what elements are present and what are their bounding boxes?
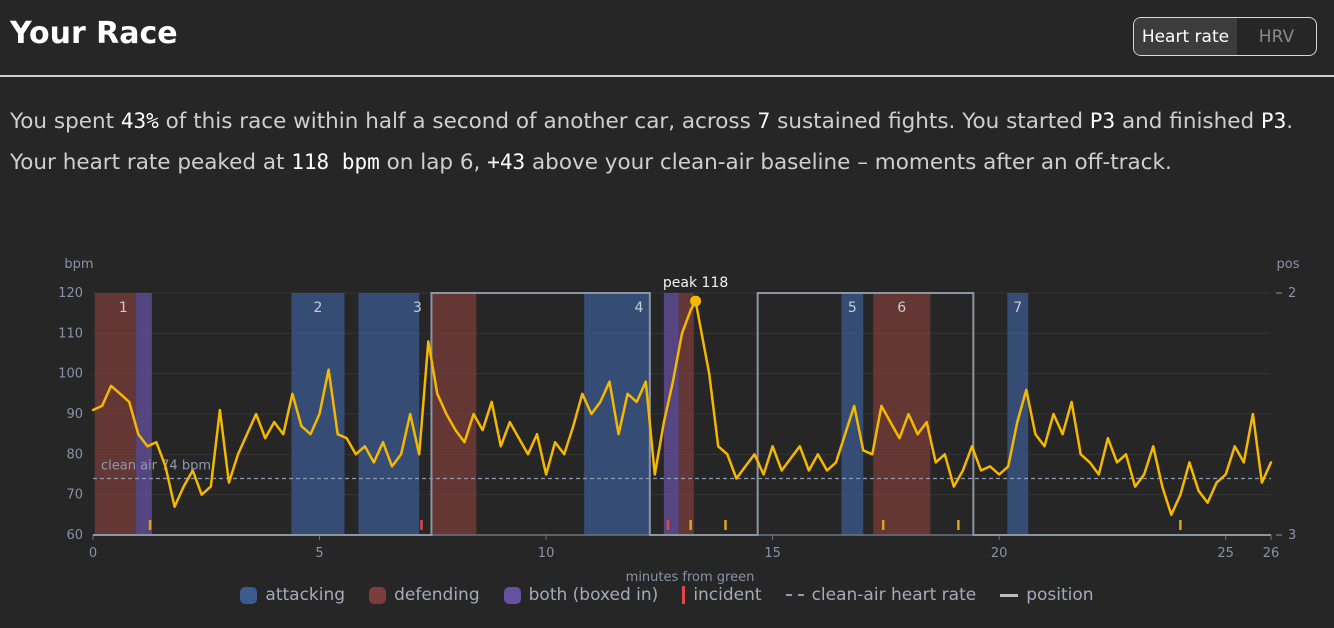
peak-marker <box>690 295 702 307</box>
x-tick-label: 26 <box>1263 546 1280 561</box>
y-tick-label: 60 <box>66 528 83 543</box>
legend-label: defending <box>394 585 480 605</box>
y-tick-label: 100 <box>58 367 83 382</box>
summary-text: You spent <box>10 109 121 134</box>
y-tick-label: 120 <box>58 286 83 301</box>
y2-axis-label: pos <box>1277 257 1300 272</box>
divider <box>0 75 1334 77</box>
fight-band <box>678 293 694 535</box>
incident-marker <box>957 520 960 530</box>
incident-marker <box>420 520 423 530</box>
fight-band <box>873 293 931 535</box>
legend-label: incident <box>693 585 762 605</box>
legend-label: position <box>1026 585 1094 605</box>
fight-band <box>136 293 152 535</box>
legend-item: both (boxed in) <box>503 585 659 605</box>
incident-marker <box>881 520 885 530</box>
toggle-option[interactable]: Heart rate <box>1134 18 1237 55</box>
fight-label: 1 <box>119 300 128 316</box>
legend-label: clean-air heart rate <box>811 585 977 605</box>
fight-band <box>1007 293 1029 535</box>
y-tick-label: 90 <box>66 407 83 422</box>
legend-swatch <box>240 586 258 604</box>
y2-tick-label: 2 <box>1288 286 1296 301</box>
summary-stat: 118 bpm <box>291 150 380 174</box>
fight-label: 4 <box>634 300 643 316</box>
fight-label: 2 <box>313 300 322 316</box>
toggle-option[interactable]: HRV <box>1258 26 1295 47</box>
incident-marker <box>1179 520 1182 530</box>
fight-label: 6 <box>897 300 906 316</box>
baseline-label: clean air 74 bpm <box>101 459 211 474</box>
y-tick-label: 110 <box>58 326 83 341</box>
peak-label: peak 118 <box>663 275 728 291</box>
legend-swatch <box>1000 593 1019 597</box>
x-tick-label: 25 <box>1217 546 1234 561</box>
fight-band <box>94 293 137 535</box>
summary-stat: P3 <box>1089 109 1116 133</box>
y-tick-label: 70 <box>66 488 83 503</box>
legend-label: both (boxed in) <box>528 585 659 605</box>
legend-swatch <box>682 586 686 604</box>
fight-label: 7 <box>1013 300 1022 316</box>
fight-band <box>584 293 650 535</box>
x-tick-label: 10 <box>538 546 555 561</box>
incident-marker <box>689 520 692 530</box>
summary-stat: P3 <box>1260 109 1287 133</box>
summary-text: sustained fights. You started <box>770 109 1090 134</box>
summary-text: on lap 6, <box>379 150 488 175</box>
legend-item: position <box>1000 585 1094 605</box>
summary-text: above your clean-air baseline – moments … <box>525 150 1172 175</box>
position-line <box>93 292 1271 536</box>
x-tick-label: 15 <box>764 546 781 561</box>
summary-stat: 43% <box>120 109 159 133</box>
legend-swatch <box>503 586 521 604</box>
race-summary: You spent 43% of this race within half a… <box>10 101 1320 183</box>
legend-item: attacking <box>240 585 345 605</box>
summary-text: and finished <box>1115 109 1261 134</box>
summary-text: of this race within half a second of ano… <box>158 109 758 134</box>
summary-stat: 7 <box>757 109 771 133</box>
incident-marker <box>148 520 152 530</box>
x-tick-label: 5 <box>315 546 323 561</box>
legend-item: clean-air heart rate <box>785 585 977 605</box>
summary-text: . Your heart rate peaked at <box>10 109 1294 175</box>
x-tick-label: 20 <box>991 546 1008 561</box>
legend: attacking defending both (boxed in) inciden… <box>0 585 1334 605</box>
fight-label: 5 <box>848 300 857 316</box>
y-axis-label: bpm <box>64 257 93 272</box>
summary-stat: +43 <box>487 150 526 174</box>
legend-item: defending <box>369 585 480 605</box>
fight-band <box>663 293 679 535</box>
fight-label: 3 <box>413 300 422 316</box>
x-tick-label: 0 <box>89 546 97 561</box>
incident-marker <box>666 520 670 530</box>
metric-toggle: Heart rate HRV <box>1133 17 1317 56</box>
page-title: Your Race <box>10 16 178 51</box>
y2-tick-label: 3 <box>1288 528 1296 543</box>
legend-swatch <box>369 586 387 604</box>
fight-band <box>291 293 345 535</box>
legend-swatch <box>785 594 804 596</box>
x-axis-label: minutes from green <box>626 570 755 585</box>
y-tick-label: 80 <box>66 447 83 462</box>
fight-band <box>431 293 477 535</box>
heart-rate-line <box>91 299 1273 517</box>
incident-marker <box>724 520 727 530</box>
legend-label: attacking <box>265 585 346 605</box>
legend-item: incident <box>682 585 762 605</box>
